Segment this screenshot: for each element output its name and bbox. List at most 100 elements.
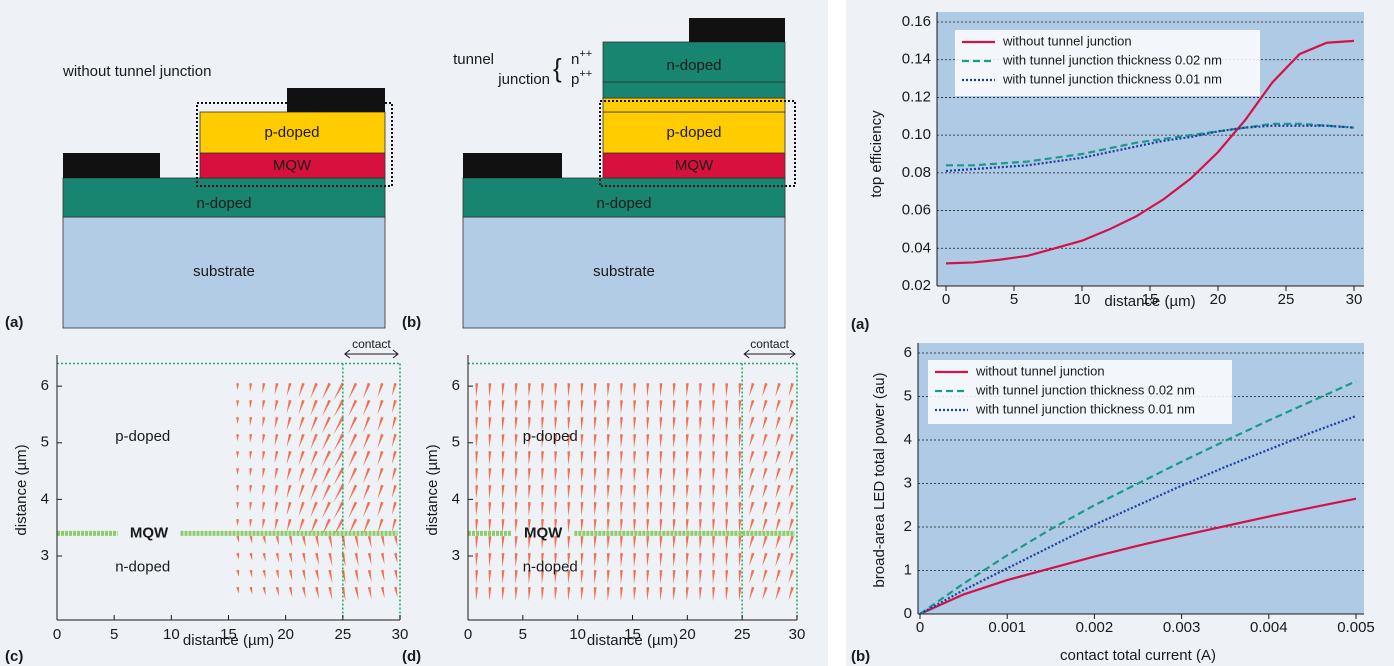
current-arrow — [659, 417, 663, 432]
current-arrow — [514, 468, 518, 483]
current-arrow — [775, 501, 781, 516]
current-arrow — [514, 451, 518, 466]
layer-label: n-doped — [196, 195, 251, 212]
series-line — [919, 415, 1357, 615]
current-arrow — [236, 569, 240, 577]
current-arrow — [274, 416, 279, 429]
current-arrow — [310, 433, 318, 450]
current-arrow — [362, 433, 371, 450]
current-arrow — [333, 450, 345, 469]
current-arrow — [501, 468, 505, 483]
current-arrow — [685, 468, 689, 483]
current-arrow — [354, 535, 359, 550]
current-arrow — [262, 586, 266, 596]
y-tick-label: 5 — [904, 387, 912, 404]
current-arrow — [377, 416, 384, 432]
current-arrow — [554, 502, 558, 517]
current-arrow — [236, 383, 240, 391]
y-tick-label: 4 — [41, 490, 49, 507]
current-arrow — [775, 484, 781, 499]
current-arrow — [348, 484, 358, 502]
current-arrow — [367, 569, 372, 583]
current-arrow — [593, 485, 597, 500]
current-arrow — [249, 586, 253, 595]
current-arrow — [554, 417, 558, 432]
current-arrow — [567, 468, 571, 483]
current-arrow — [302, 586, 306, 599]
current-arrow — [488, 383, 492, 398]
current-arrow — [288, 586, 293, 598]
current-arrow — [380, 552, 385, 565]
current-arrow — [567, 434, 571, 449]
current-arrow — [321, 501, 331, 519]
x-tick-label: 0.002 — [1076, 619, 1114, 636]
current-arrow — [762, 450, 768, 465]
current-arrow — [514, 587, 518, 602]
current-arrow — [275, 552, 279, 563]
x-tick-label: 0.001 — [988, 619, 1026, 636]
region-label: n-doped — [115, 558, 170, 575]
current-arrow — [286, 467, 292, 482]
current-arrow — [699, 570, 702, 585]
current-arrow — [762, 552, 768, 567]
current-arrow — [298, 518, 305, 534]
current-arrow — [738, 570, 742, 585]
current-arrow — [672, 400, 676, 415]
current-arrow — [580, 417, 584, 432]
current-arrow — [391, 433, 397, 448]
legend-label: with tunnel junction thickness 0.02 nm — [975, 382, 1195, 397]
x-tick-label: 20 — [1210, 291, 1227, 308]
current-arrow — [554, 553, 558, 568]
current-arrow — [748, 416, 755, 431]
current-arrow — [646, 519, 650, 534]
layer-label: substrate — [593, 263, 655, 280]
current-arrow — [541, 570, 544, 585]
current-arrow — [699, 451, 702, 466]
current-arrow — [725, 570, 729, 585]
y-axis-label: top efficiency — [868, 110, 885, 198]
current-arrow — [501, 400, 505, 415]
current-arrow — [748, 399, 755, 414]
doping-label: n++ — [571, 48, 592, 68]
current-arrow — [333, 484, 345, 503]
current-arrow — [659, 553, 663, 568]
current-arrow — [606, 468, 610, 483]
current-arrow — [567, 417, 571, 432]
x-tick-label: 5 — [519, 626, 527, 643]
current-arrow — [567, 383, 571, 398]
current-arrow — [646, 451, 650, 466]
current-arrow — [748, 586, 755, 601]
current-arrow — [488, 536, 492, 551]
current-arrow — [606, 383, 610, 398]
y-axis-label: distance (µm) — [424, 444, 441, 535]
current-arrow — [775, 569, 781, 584]
current-arrow — [348, 382, 358, 400]
current-arrow — [310, 467, 318, 484]
x-axis-label: distance (µm) — [1104, 293, 1195, 310]
current-arrow — [606, 485, 610, 500]
current-arrow — [672, 451, 676, 466]
doping-sup: ++ — [579, 48, 592, 60]
series-line — [946, 122, 1355, 167]
current-arrow — [348, 399, 358, 417]
current-arrow — [274, 450, 279, 463]
current-arrow — [514, 570, 518, 585]
current-arrow — [262, 400, 266, 411]
current-arrow — [699, 400, 702, 415]
current-arrow — [249, 552, 253, 561]
current-arrow — [302, 552, 306, 565]
current-arrow — [633, 587, 637, 602]
current-arrow — [738, 485, 742, 500]
current-arrow — [775, 450, 781, 465]
current-arrow — [748, 450, 755, 465]
current-arrow — [380, 586, 385, 599]
legend-label: with tunnel junction thickness 0.01 nm — [1002, 71, 1222, 86]
current-arrow — [633, 400, 637, 415]
current-arrow — [620, 400, 623, 415]
current-arrow — [580, 553, 584, 568]
current-arrow — [514, 434, 518, 449]
x-tick-label: 30 — [789, 626, 806, 643]
series-line — [945, 124, 1355, 173]
current-arrow — [788, 484, 794, 499]
